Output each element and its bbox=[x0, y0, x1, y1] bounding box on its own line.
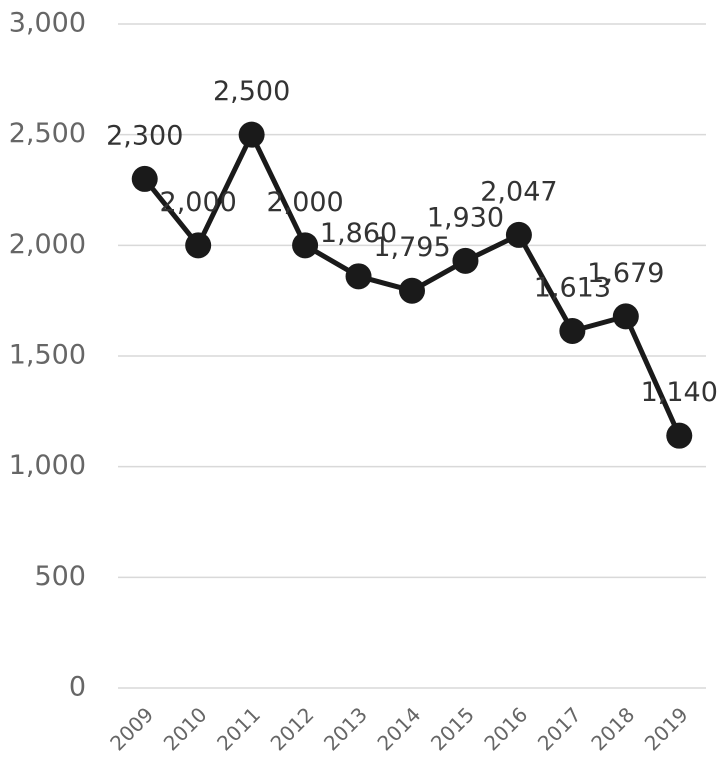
y-tick-label: 500 bbox=[34, 561, 86, 592]
x-tick-label: 2013 bbox=[319, 702, 372, 755]
x-tick-label: 2014 bbox=[372, 702, 425, 755]
value-label: 1,679 bbox=[587, 258, 664, 289]
x-tick-label: 2016 bbox=[479, 702, 532, 755]
data-point bbox=[238, 121, 265, 148]
x-tick-label: 2010 bbox=[159, 702, 212, 755]
value-label: 2,000 bbox=[266, 187, 343, 218]
value-label: 1,930 bbox=[427, 202, 504, 233]
value-label: 1,795 bbox=[373, 232, 450, 263]
data-point bbox=[559, 317, 586, 344]
data-point bbox=[292, 232, 319, 259]
x-tick-label: 2017 bbox=[533, 702, 586, 755]
data-point bbox=[666, 422, 693, 449]
data-point bbox=[345, 263, 372, 290]
data-point bbox=[131, 165, 158, 192]
value-label: 1,860 bbox=[320, 218, 397, 249]
value-label: 2,300 bbox=[106, 120, 183, 151]
y-tick-label: 1,000 bbox=[9, 450, 86, 481]
x-tick-label: 2012 bbox=[266, 702, 319, 755]
value-label: 2,000 bbox=[160, 187, 237, 218]
y-tick-label: 3,000 bbox=[9, 8, 86, 39]
value-label: 1,140 bbox=[641, 377, 717, 408]
value-label: 2,047 bbox=[480, 176, 557, 207]
x-tick-label: 2011 bbox=[212, 702, 265, 755]
data-point bbox=[185, 232, 212, 259]
y-tick-label: 1,500 bbox=[9, 340, 86, 371]
y-tick-label: 0 bbox=[69, 672, 86, 703]
value-label: 2,500 bbox=[213, 76, 290, 107]
y-tick-label: 2,000 bbox=[9, 229, 86, 260]
data-point bbox=[612, 303, 639, 330]
x-tick-label: 2018 bbox=[586, 702, 639, 755]
x-tick-label: 2009 bbox=[105, 702, 158, 755]
y-tick-label: 2,500 bbox=[9, 118, 86, 149]
value-label: 1,613 bbox=[534, 272, 611, 303]
x-tick-label: 2015 bbox=[426, 702, 479, 755]
data-point bbox=[399, 277, 425, 304]
x-tick-label: 2019 bbox=[640, 702, 693, 755]
grid bbox=[118, 23, 706, 689]
data-point bbox=[452, 247, 479, 274]
data-point bbox=[505, 221, 532, 248]
